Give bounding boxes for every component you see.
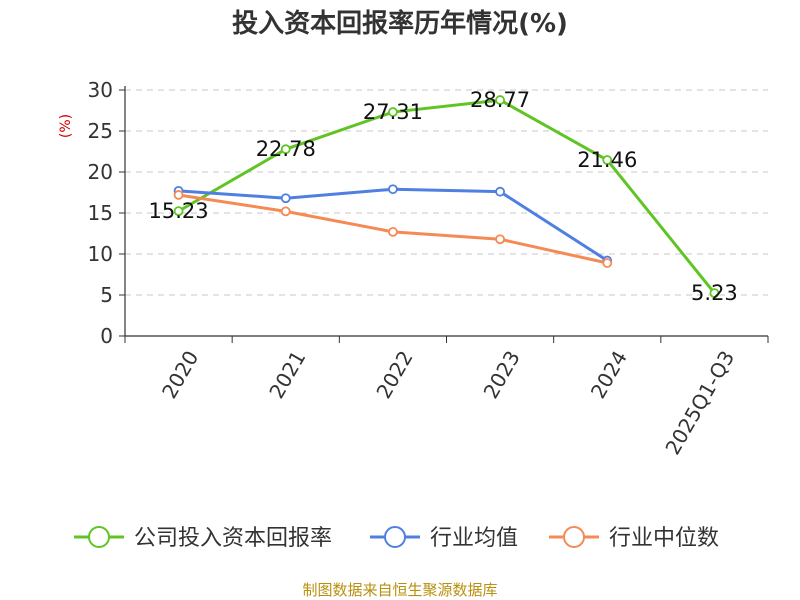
- data-label: 27.31: [363, 100, 423, 124]
- data-point-industry_median: [388, 226, 398, 237]
- legend-marker: [384, 526, 406, 548]
- data-label: 5.23: [691, 281, 738, 305]
- data-labels: 15.23 22.78 27.31 28.77 21.46 5.23: [149, 88, 738, 305]
- y-tick-label: 30: [88, 78, 113, 102]
- legend-label: 行业中位数: [609, 526, 719, 551]
- legend-item-company[interactable]: 公司投入资本回报率: [74, 526, 332, 551]
- axes: 0 5 10 15 20 25 30 2020 2021 2022 2023 2024 2025Q1-Q…: [88, 78, 769, 459]
- legend-item-industry_avg[interactable]: 行业均值: [370, 526, 518, 551]
- x-tick-label: 2021: [264, 347, 310, 403]
- data-point-company: [388, 107, 398, 117]
- data-point-industry_median: [173, 190, 184, 200]
- y-tick-label: 25: [88, 119, 113, 143]
- legend-marker: [88, 526, 110, 548]
- data-label: 15.23: [149, 199, 209, 223]
- grid: [125, 89, 768, 296]
- data-point-company: [602, 155, 613, 165]
- data-label: 21.46: [577, 148, 637, 172]
- data-label: 22.78: [256, 137, 316, 161]
- data-point-industry_avg: [388, 184, 398, 195]
- y-tick-label: 10: [88, 242, 113, 266]
- x-tick-label: 2020: [157, 347, 203, 403]
- data-point-company: [173, 206, 184, 217]
- chart-title: 投入资本回报率历年情况(%): [232, 8, 568, 39]
- y-tick-label: 5: [100, 283, 113, 307]
- series-industry_avg: [173, 184, 613, 266]
- y-tick-label: 20: [88, 160, 113, 184]
- data-point-company: [495, 95, 505, 105]
- legend[interactable]: 公司投入资本回报率 行业均值 行业中位数: [74, 526, 719, 551]
- x-tick-label: 2024: [586, 347, 632, 403]
- series-industry_median: [173, 190, 613, 268]
- legend-label: 公司投入资本回报率: [134, 526, 332, 551]
- series-line-company: [177, 98, 716, 295]
- y-tick-label: 15: [88, 201, 113, 225]
- data-point-company: [280, 144, 291, 155]
- x-tick-label: 2025Q1-Q3: [660, 347, 739, 459]
- x-tick-label: 2023: [479, 347, 525, 403]
- legend-label: 行业均值: [430, 526, 518, 551]
- x-tick-label: 2022: [371, 347, 417, 403]
- series-layer: [173, 95, 720, 299]
- data-label: 28.77: [470, 88, 530, 112]
- series-company: [173, 95, 720, 299]
- y-axis-label: (%): [58, 114, 74, 138]
- data-point-company: [709, 288, 720, 299]
- data-point-industry_median: [602, 258, 613, 268]
- data-point-industry_avg: [280, 193, 291, 204]
- data-point-industry_median: [495, 234, 505, 245]
- data-point-industry_median: [280, 206, 291, 217]
- legend-marker: [563, 526, 585, 548]
- y-tick-label: 0: [100, 324, 113, 348]
- source-note: 制图数据来自恒生聚源数据库: [302, 581, 497, 599]
- data-point-industry_avg: [495, 186, 505, 197]
- legend-item-industry_median[interactable]: 行业中位数: [549, 526, 719, 551]
